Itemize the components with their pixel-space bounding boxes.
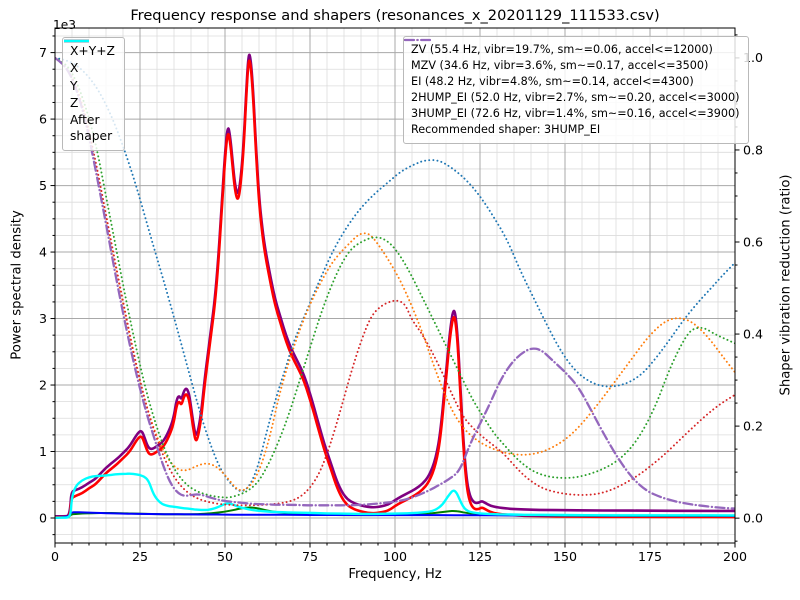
axis-ticks [50,34,740,548]
legend-item-label: 3HUMP_EI (72.6 Hz, vibr=1.4%, sm~=0.16, … [411,107,740,120]
x-tick-label: 125 [468,549,492,564]
series-mzv [55,56,735,492]
legend-item-label: 2HUMP_EI (52.0 Hz, vibr=2.7%, sm~=0.20, … [411,91,740,104]
series-ei [55,56,735,499]
legend-item-label: Y [70,78,78,93]
legend-line-sample [404,37,431,43]
x-axis-label: Frequency, Hz [348,567,442,582]
y-left-tick-label: 4 [39,244,47,259]
legend-item: Y [64,40,115,95]
y-left-tick-label: 0 [39,510,47,525]
legend-line-sample [64,39,89,43]
axis-tick-labels: 0 25 50 75 100 125 150 175 200 0 1 2 3 4 5 6 7 0.0 0.2 0.4 0… [39,45,763,564]
y-axis-right-label: Shaper vibration reduction (ratio) [778,174,794,396]
legend-item-label: X [70,61,79,76]
y-left-tick-label: 1 [39,444,47,459]
legend-item-label: EI (48.2 Hz, vibr=4.8%, sm~=0.14, accel<… [411,75,694,88]
legend-item: ZV (55.4 Hz, vibr=19.7%, sm~=0.06, accel… [404,39,739,58]
legend-shapers: ZV (55.4 Hz, vibr=19.7%, sm~=0.06, accel… [403,36,750,144]
series-after-shaper [55,472,735,519]
y-axis-left-label: Power spectral density [9,210,25,360]
legend-item: Z [64,40,115,112]
x-tick-label: 0 [51,549,59,564]
legend-item: MZV (34.6 Hz, vibr=3.6%, sm~=0.17, accel… [404,39,739,74]
y-right-tick-label: 0.2 [743,418,763,433]
legend-psd: X+Y+Z X Y Z After shaper [62,37,125,152]
legend-item: Recommended shaper: 3HUMP_EI [411,122,739,138]
y-right-tick-label: 0.6 [743,234,763,249]
y-left-tick-label: 2 [39,377,47,392]
y-left-tick-label: 5 [39,178,47,193]
x-tick-label: 75 [302,549,318,564]
series-lines [55,53,735,519]
y-right-tick-label: 0.0 [743,510,763,525]
y-left-tick-label: 6 [39,111,47,126]
legend-item: X [64,39,115,77]
legend-item: EI (48.2 Hz, vibr=4.8%, sm~=0.14, accel<… [404,39,739,90]
y-left-tick-label: 3 [39,311,47,326]
legend-item: X+Y+Z [64,39,115,60]
y-axis-offset-text: 1e3 [53,18,77,32]
x-tick-label: 100 [383,549,407,564]
y-right-tick-label: 0.4 [743,326,763,341]
legend-item-label: Recommended shaper: 3HUMP_EI [411,123,601,136]
x-tick-label: 150 [553,549,577,564]
legend-item: After shaper [64,39,115,145]
legend-item-label: Z [70,96,79,111]
series-2hump-ei [55,56,735,507]
legend-item-label: MZV (34.6 Hz, vibr=3.6%, sm~=0.17, accel… [411,59,709,72]
series-z [55,511,735,519]
legend-item-label: After shaper [70,113,113,143]
y-right-tick-label: 0.8 [743,142,763,157]
legend-item-label: ZV (55.4 Hz, vibr=19.7%, sm~=0.06, accel… [411,43,713,56]
legend-item-label: X+Y+Z [70,44,115,58]
y-left-tick-label: 7 [39,45,47,60]
x-tick-label: 175 [638,549,662,564]
chart-title: Frequency response and shapers (resonanc… [130,7,660,24]
x-tick-label: 25 [132,549,148,564]
legend-item: 3HUMP_EI (72.6 Hz, vibr=1.4%, sm~=0.16, … [404,38,740,122]
legend-line-sample [404,38,431,42]
legend-item: 2HUMP_EI (52.0 Hz, vibr=2.7%, sm~=0.20, … [404,39,740,106]
series-3hump-ei [55,56,735,510]
x-tick-label: 50 [217,549,233,564]
x-tick-label: 200 [723,549,747,564]
